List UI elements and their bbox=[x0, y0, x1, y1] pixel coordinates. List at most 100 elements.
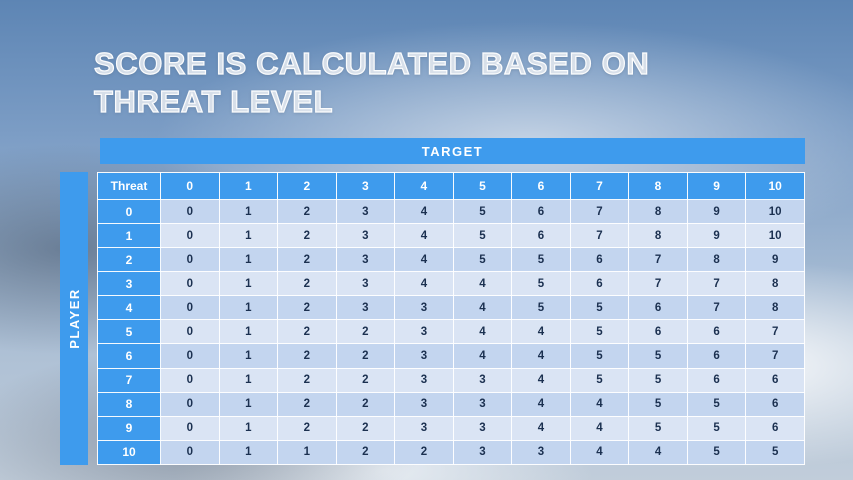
score-cell: 4 bbox=[394, 247, 454, 273]
score-cell: 4 bbox=[511, 319, 571, 345]
row-header: 7 bbox=[97, 367, 161, 393]
score-cell: 4 bbox=[452, 343, 513, 369]
score-cell: 1 bbox=[277, 439, 337, 466]
score-cell: 6 bbox=[511, 198, 571, 225]
score-cell: 7 bbox=[628, 247, 688, 273]
slide-title: SCORE IS CALCULATED BASED ON THREAT LEVE… bbox=[93, 45, 824, 122]
score-cell: 0 bbox=[160, 367, 220, 393]
player-axis-header: PLAYER bbox=[60, 172, 88, 465]
score-cell: 3 bbox=[394, 367, 454, 393]
score-cell: 0 bbox=[160, 439, 220, 466]
score-cell: 5 bbox=[628, 343, 688, 369]
row-header: 9 bbox=[97, 415, 161, 441]
row-header: 10 bbox=[97, 439, 161, 466]
score-cell: 6 bbox=[745, 367, 805, 393]
score-cell: 1 bbox=[218, 247, 279, 273]
score-cell: 4 bbox=[628, 439, 688, 466]
column-header: 0 bbox=[160, 172, 220, 200]
score-cell: 6 bbox=[511, 223, 571, 249]
column-header: 4 bbox=[394, 172, 454, 200]
score-cell: 4 bbox=[569, 391, 630, 417]
score-cell: 2 bbox=[277, 343, 337, 369]
column-header: 10 bbox=[745, 172, 805, 200]
column-header: 6 bbox=[511, 172, 571, 200]
score-cell: 3 bbox=[452, 367, 513, 393]
score-cell: 0 bbox=[160, 223, 220, 249]
score-cell: 6 bbox=[628, 295, 688, 321]
score-cell: 4 bbox=[511, 391, 571, 417]
score-cell: 3 bbox=[394, 391, 454, 417]
score-cell: 2 bbox=[277, 295, 337, 321]
target-axis-label: TARGET bbox=[421, 143, 484, 159]
score-cell: 3 bbox=[452, 391, 513, 417]
row-header: 5 bbox=[97, 319, 161, 345]
score-cell: 5 bbox=[511, 295, 571, 321]
score-cell: 7 bbox=[569, 223, 630, 249]
score-cell: 3 bbox=[394, 295, 454, 321]
score-cell: 5 bbox=[569, 343, 630, 369]
score-cell: 6 bbox=[745, 415, 805, 441]
row-header: 3 bbox=[97, 271, 161, 297]
score-cell: 2 bbox=[277, 391, 337, 417]
score-cell: 3 bbox=[511, 439, 571, 466]
score-cell: 5 bbox=[452, 247, 513, 273]
score-cell: 2 bbox=[277, 247, 337, 273]
score-cell: 7 bbox=[745, 343, 805, 369]
score-cell: 3 bbox=[394, 343, 454, 369]
score-cell: 4 bbox=[452, 319, 513, 345]
score-cell: 4 bbox=[394, 223, 454, 249]
score-cell: 3 bbox=[394, 415, 454, 441]
score-cell: 7 bbox=[686, 295, 747, 321]
score-cell: 5 bbox=[628, 391, 688, 417]
column-header: 1 bbox=[218, 172, 279, 200]
column-header: 7 bbox=[569, 172, 630, 200]
score-cell: 2 bbox=[335, 367, 396, 393]
score-cell: 7 bbox=[628, 271, 688, 297]
score-cell: 0 bbox=[160, 247, 220, 273]
score-cell: 5 bbox=[628, 415, 688, 441]
score-cell: 3 bbox=[335, 247, 396, 273]
score-cell: 2 bbox=[277, 271, 337, 297]
matrix-row: 10 0 1 1 2 2 3 3 4 4 5 5 bbox=[97, 439, 805, 466]
score-cell: 6 bbox=[628, 319, 688, 345]
score-cell: 3 bbox=[335, 198, 396, 225]
score-cell: 5 bbox=[569, 319, 630, 345]
score-cell: 1 bbox=[218, 295, 279, 321]
slide-title-line1: SCORE IS CALCULATED BASED ON bbox=[93, 45, 650, 81]
score-cell: 1 bbox=[218, 367, 279, 393]
score-cell: 0 bbox=[160, 295, 220, 321]
score-cell: 2 bbox=[277, 319, 337, 345]
score-cell: 3 bbox=[452, 439, 513, 466]
score-cell: 4 bbox=[394, 198, 454, 225]
score-cell: 9 bbox=[686, 198, 747, 225]
score-cell: 2 bbox=[335, 439, 396, 466]
score-cell: 4 bbox=[511, 415, 571, 441]
score-cell: 4 bbox=[394, 271, 454, 297]
row-header: 6 bbox=[97, 343, 161, 369]
score-cell: 7 bbox=[569, 198, 630, 225]
score-cell: 4 bbox=[569, 415, 630, 441]
score-cell: 9 bbox=[745, 247, 805, 273]
column-header: 8 bbox=[628, 172, 688, 200]
score-cell: 2 bbox=[277, 223, 337, 249]
score-cell: 1 bbox=[218, 271, 279, 297]
score-cell: 8 bbox=[745, 271, 805, 297]
score-cell: 3 bbox=[335, 271, 396, 297]
row-header: 1 bbox=[97, 223, 161, 249]
player-axis-label: PLAYER bbox=[66, 288, 82, 349]
score-cell: 8 bbox=[628, 223, 688, 249]
score-cell: 3 bbox=[335, 295, 396, 321]
score-cell: 0 bbox=[160, 415, 220, 441]
score-cell: 2 bbox=[335, 391, 396, 417]
score-cell: 1 bbox=[218, 415, 279, 441]
row-header: 2 bbox=[97, 247, 161, 273]
row-header: 8 bbox=[97, 391, 161, 417]
score-cell: 6 bbox=[686, 319, 747, 345]
score-cell: 4 bbox=[511, 367, 571, 393]
column-header: 3 bbox=[335, 172, 396, 200]
